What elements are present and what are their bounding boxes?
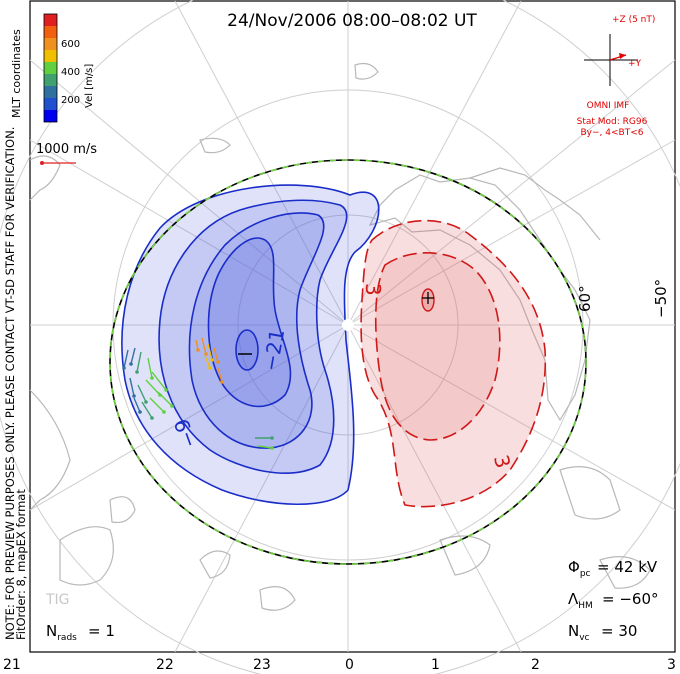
color-bar-tick-600: 600 — [61, 39, 80, 50]
nvc-stat: Nvc = 30 — [568, 622, 637, 643]
nrads-stat: Nrads = 1 — [46, 622, 115, 643]
imf-model: Stat Mod: RG96 — [577, 117, 648, 127]
plot-frame — [29, 0, 676, 653]
svg-text:= 42 kV: = 42 kV — [597, 558, 658, 576]
svg-text:Φpc: Φpc — [568, 558, 591, 579]
svg-text:= 1: = 1 — [88, 622, 115, 640]
station-label: TIG — [45, 592, 70, 608]
velocity-vectors — [122, 337, 274, 450]
svg-text:ΛHM: ΛHM — [568, 590, 593, 611]
negative-cell — [121, 184, 380, 506]
mlt-label-3: 3 — [667, 657, 676, 673]
svg-text:Nrads: Nrads — [46, 622, 77, 643]
mlt-label-2: 2 — [531, 657, 540, 673]
positive-cell — [360, 219, 547, 508]
coordinate-label: MLT coordinates — [10, 29, 23, 118]
contour-label-3-outer: 3 — [489, 452, 515, 471]
reference-vector-label: 1000 m/s — [36, 142, 97, 157]
plot-title: 24/Nov/2006 08:00–08:02 UT — [227, 11, 477, 31]
mlt-label-22: 22 — [156, 657, 174, 673]
continent-outlines — [29, 62, 651, 611]
color-bar-tick-400: 400 — [61, 67, 80, 78]
contour-label-3-inner: 3 — [361, 283, 385, 296]
imf-y-label: +Y — [628, 59, 642, 69]
reference-vector — [40, 161, 76, 165]
mlt-label-1: 1 — [431, 657, 440, 673]
cpcp-stat: Φpc = 42 kV — [568, 558, 658, 579]
heppner-maynard-boundary-dash — [109, 159, 587, 565]
color-bar-tick-200: 200 — [61, 95, 80, 106]
svg-text:= −60°: = −60° — [602, 590, 659, 608]
hm-stat: ΛHM = −60° — [568, 590, 659, 611]
pole-marker — [342, 319, 354, 331]
imf-z-label: +Z (5 nT) — [612, 15, 655, 25]
mlt-label-23: 23 — [253, 657, 271, 673]
fit-order-label: FitOrder: 8, mapEX format — [14, 489, 28, 640]
imf-source: OMNI IMF — [587, 101, 630, 111]
latitude-label-50: −50° — [652, 279, 670, 318]
imf-clock — [584, 34, 638, 86]
svg-text:Nvc: Nvc — [568, 622, 590, 643]
svg-text:= 30: = 30 — [601, 622, 637, 640]
mlt-axis: 21 22 23 0 1 2 3 — [3, 657, 676, 673]
imf-condition: By−, 4<BT<6 — [581, 128, 644, 138]
mlt-label-21: 21 — [3, 657, 21, 673]
color-bar-label: Vel [m/s] — [84, 64, 95, 108]
velocity-color-bar — [43, 13, 58, 123]
mlt-label-0: 0 — [345, 657, 354, 673]
preview-note: NOTE: FOR PREVIEW PURPOSES ONLY. PLEASE … — [3, 127, 17, 640]
latitude-label-60: 60° — [576, 285, 594, 312]
